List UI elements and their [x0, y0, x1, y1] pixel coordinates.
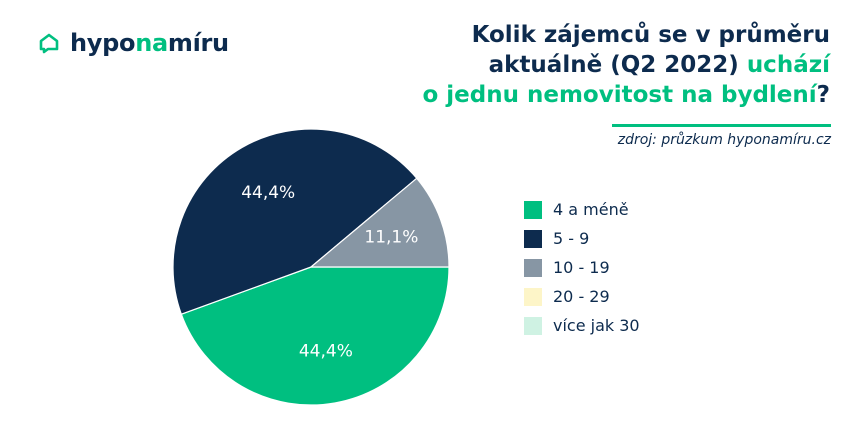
legend-swatch	[524, 200, 542, 219]
brand-logo[interactable]: hyponamíru	[37, 27, 229, 59]
brand-name-part1: hypo	[70, 29, 136, 57]
brand-name-part3: míru	[167, 29, 229, 57]
pie-slice-2	[172, 128, 418, 315]
legend-swatch	[524, 316, 542, 335]
title-line-3-b: ?	[816, 82, 830, 108]
slice-value-label-2: 44,4%	[241, 183, 295, 203]
legend-label: 10 - 19	[553, 258, 610, 277]
source-note: zdroj: průzkum hyponamíru.cz	[617, 132, 831, 148]
chart-title: Kolik zájemců se v průměru aktuálně (Q2 …	[310, 20, 830, 110]
title-line-2-b: uchází	[746, 52, 830, 78]
legend-swatch	[524, 229, 542, 248]
pie-slice-1	[180, 266, 450, 406]
legend-label: 5 - 9	[553, 229, 590, 248]
home-chat-icon	[39, 33, 59, 54]
brand-name-part2: na	[135, 29, 168, 57]
legend-swatch	[524, 258, 542, 277]
pie-slice-3	[309, 177, 450, 268]
legend-item: 10 - 19	[524, 253, 640, 282]
brand-name: hyponamíru	[70, 29, 229, 57]
legend-item: více jak 30	[524, 311, 640, 340]
slice-value-label-3: 11,1%	[364, 228, 418, 248]
legend-item: 5 - 9	[524, 224, 640, 253]
title-underline	[612, 124, 831, 127]
title-line-3: o jednu nemovitost na bydlení?	[310, 80, 830, 110]
legend-item: 20 - 29	[524, 282, 640, 311]
legend-item: 4 a méně	[524, 195, 640, 224]
chart-legend: 4 a méně 5 - 9 10 - 19 20 - 29 více jak 30	[524, 195, 640, 340]
title-line-2-a: aktuálně (Q2 2022)	[488, 52, 739, 78]
legend-label: 20 - 29	[553, 287, 610, 306]
legend-swatch	[524, 287, 542, 306]
legend-label: 4 a méně	[553, 200, 629, 219]
title-line-1: Kolik zájemců se v průměru	[471, 22, 830, 48]
slice-value-label-1: 44,4%	[299, 341, 353, 361]
title-line-2: aktuálně (Q2 2022) uchází	[310, 50, 830, 80]
legend-label: více jak 30	[553, 316, 640, 335]
title-line-3-a: o jednu nemovitost na bydlení	[422, 82, 817, 108]
